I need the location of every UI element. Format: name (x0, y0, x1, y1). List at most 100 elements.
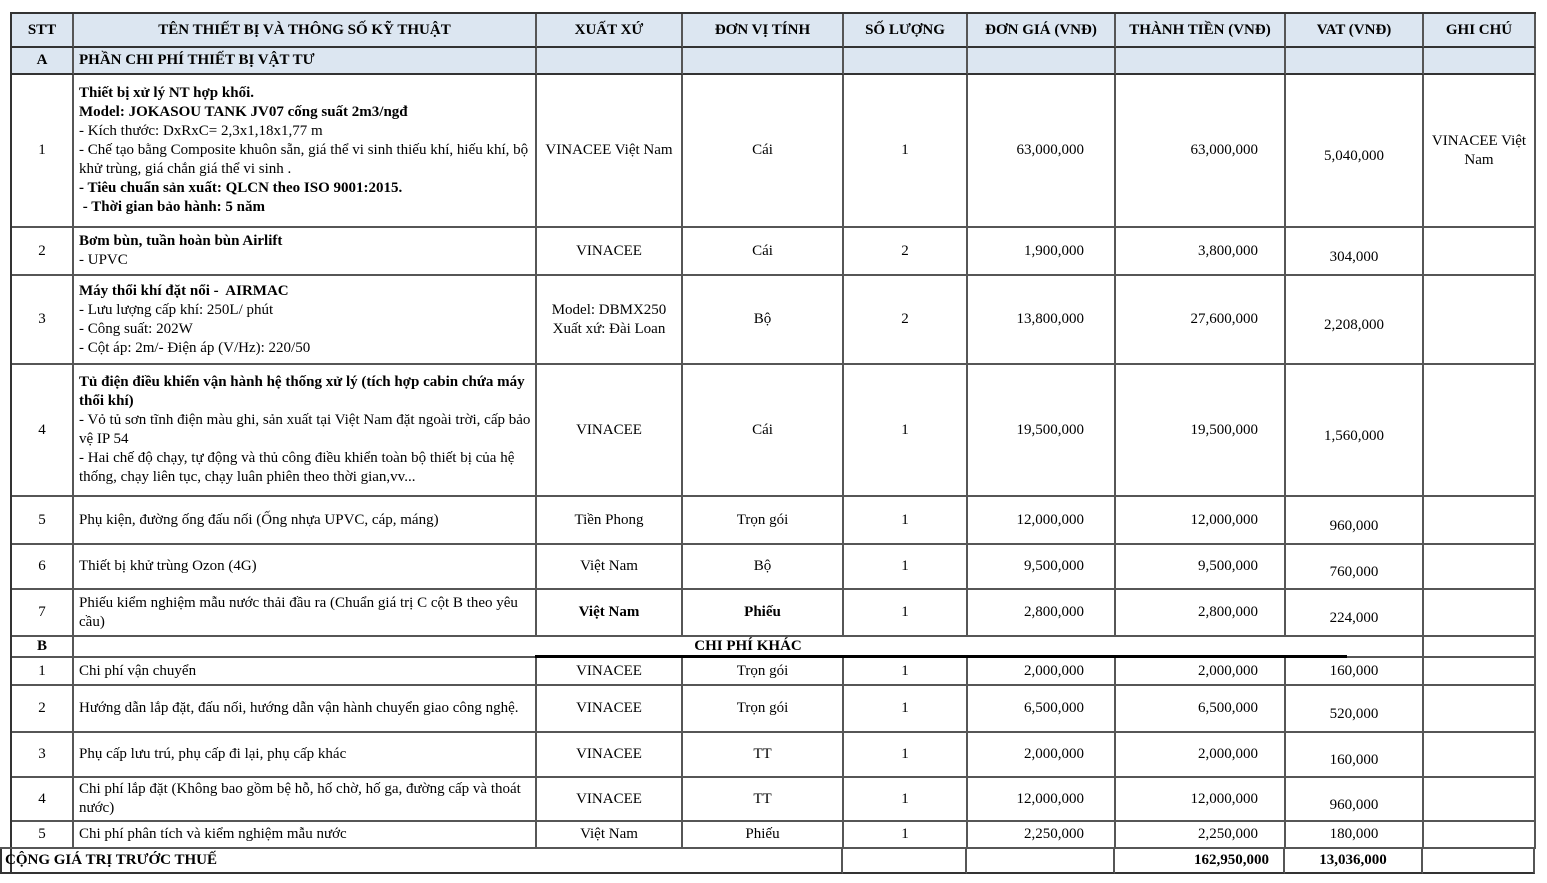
cell-unit[interactable]: TT (683, 733, 844, 778)
cell-stt[interactable]: 5 (12, 497, 74, 545)
cell-section-b-letter[interactable]: B (12, 637, 74, 658)
cell-origin[interactable]: VINACEE (537, 733, 683, 778)
cell-unit[interactable]: Trọn gói (683, 658, 844, 686)
cell-unit-price[interactable]: 2,000,000 (968, 733, 1116, 778)
cell-description[interactable]: Tủ điện điều khiển vận hành hệ thống xử … (74, 365, 537, 497)
cell-section-b-title[interactable]: CHI PHÍ KHÁC (74, 637, 1424, 658)
cell-section-a-title[interactable]: PHẦN CHI PHÍ THIẾT BỊ VẬT TƯ (74, 48, 537, 75)
cell-unit-price[interactable]: 9,500,000 (968, 545, 1116, 590)
cell-empty[interactable] (1424, 637, 1536, 658)
cell-origin[interactable]: VINACEE (537, 365, 683, 497)
cell-note[interactable] (1424, 365, 1536, 497)
cell-total-label[interactable]: CỘNG GIÁ TRỊ TRƯỚC THUẾ (0, 847, 843, 874)
cell-section-a-letter[interactable]: A (12, 48, 74, 75)
cell-note[interactable] (1424, 228, 1536, 276)
cell-empty[interactable] (1423, 849, 1535, 874)
cell-note[interactable]: VINACEE Việt Nam (1424, 75, 1536, 228)
cell-vat[interactable]: 960,000 (1286, 497, 1424, 545)
cell-origin[interactable]: Tiền Phong (537, 497, 683, 545)
cell-note[interactable] (1424, 822, 1536, 849)
cell-quantity[interactable]: 2 (844, 228, 968, 276)
cell-stt[interactable]: 3 (12, 733, 74, 778)
cell-unit[interactable]: Phiếu (683, 590, 844, 637)
cell-amount[interactable]: 6,500,000 (1116, 686, 1286, 733)
cell-unit[interactable]: TT (683, 778, 844, 822)
cell-note[interactable] (1424, 658, 1536, 686)
cell-empty[interactable] (844, 48, 968, 75)
cell-quantity[interactable]: 1 (844, 590, 968, 637)
cell-vat[interactable]: 760,000 (1286, 545, 1424, 590)
cell-unit[interactable]: Bộ (683, 276, 844, 365)
cell-total-vat[interactable]: 13,036,000 (1285, 849, 1423, 874)
cell-empty[interactable] (1424, 48, 1536, 75)
cell-origin[interactable]: Việt Nam (537, 822, 683, 849)
cell-stt[interactable]: 4 (12, 778, 74, 822)
header-cell-stt[interactable]: STT (12, 14, 74, 48)
cell-stt[interactable]: 6 (12, 545, 74, 590)
cell-description[interactable]: Hướng dẫn lắp đặt, đấu nối, hướng dẫn vậ… (74, 686, 537, 733)
cell-amount[interactable]: 12,000,000 (1116, 497, 1286, 545)
cell-origin[interactable]: Việt Nam (537, 590, 683, 637)
cell-vat[interactable]: 960,000 (1286, 778, 1424, 822)
cell-origin[interactable]: VINACEE (537, 228, 683, 276)
cell-unit-price[interactable]: 2,000,000 (968, 658, 1116, 686)
cell-unit[interactable]: Trọn gói (683, 497, 844, 545)
cell-vat[interactable]: 1,560,000 (1286, 365, 1424, 497)
cell-unit-price[interactable]: 2,800,000 (968, 590, 1116, 637)
header-cell-name[interactable]: TÊN THIẾT BỊ VÀ THÔNG SỐ KỸ THUẬT (74, 14, 537, 48)
cell-note[interactable] (1424, 778, 1536, 822)
cell-unit-price[interactable]: 13,800,000 (968, 276, 1116, 365)
cell-description[interactable]: Chi phí phân tích và kiểm nghiệm mẫu nướ… (74, 822, 537, 849)
cell-quantity[interactable]: 1 (844, 365, 968, 497)
cell-stt[interactable]: 2 (12, 686, 74, 733)
cell-quantity[interactable]: 2 (844, 276, 968, 365)
cell-unit[interactable]: Cái (683, 365, 844, 497)
cell-quantity[interactable]: 1 (844, 686, 968, 733)
cell-description[interactable]: Phụ kiện, đường ống đấu nối (Ống nhựa UP… (74, 497, 537, 545)
cell-vat[interactable]: 180,000 (1286, 822, 1424, 849)
cell-unit[interactable]: Cái (683, 75, 844, 228)
cell-quantity[interactable]: 1 (844, 733, 968, 778)
cell-note[interactable] (1424, 545, 1536, 590)
cell-unit-price[interactable]: 6,500,000 (968, 686, 1116, 733)
cell-empty[interactable] (1116, 48, 1286, 75)
cell-unit-price[interactable]: 2,250,000 (968, 822, 1116, 849)
cell-unit[interactable]: Phiếu (683, 822, 844, 849)
cell-stt[interactable]: 5 (12, 822, 74, 849)
cell-stt[interactable]: 1 (12, 658, 74, 686)
header-cell-vat[interactable]: VAT (VNĐ) (1286, 14, 1424, 48)
cell-note[interactable] (1424, 497, 1536, 545)
cell-description[interactable]: Phiếu kiểm nghiệm mẫu nước thải đầu ra (… (74, 590, 537, 637)
cell-stt[interactable]: 3 (12, 276, 74, 365)
cell-unit-price[interactable]: 12,000,000 (968, 778, 1116, 822)
cell-quantity[interactable]: 1 (844, 778, 968, 822)
cell-stt[interactable]: 4 (12, 365, 74, 497)
cell-amount[interactable]: 19,500,000 (1116, 365, 1286, 497)
cell-unit[interactable]: Trọn gói (683, 686, 844, 733)
cell-vat[interactable]: 160,000 (1286, 733, 1424, 778)
cell-vat[interactable]: 5,040,000 (1286, 75, 1424, 228)
cell-description[interactable]: Chi phí lắp đặt (Không bao gồm bệ hỗ, hố… (74, 778, 537, 822)
cell-vat[interactable]: 160,000 (1286, 658, 1424, 686)
cell-quantity[interactable]: 1 (844, 75, 968, 228)
header-cell-note[interactable]: GHI CHÚ (1424, 14, 1536, 48)
cell-description[interactable]: Thiết bị xử lý NT hợp khối. Model: JOKASO… (74, 75, 537, 228)
cell-quantity[interactable]: 1 (844, 822, 968, 849)
cell-amount[interactable]: 12,000,000 (1116, 778, 1286, 822)
cell-amount[interactable]: 2,250,000 (1116, 822, 1286, 849)
cell-stt[interactable]: 7 (12, 590, 74, 637)
cell-description[interactable]: Phụ cấp lưu trú, phụ cấp đi lại, phụ cấp… (74, 733, 537, 778)
cell-empty[interactable] (1286, 48, 1424, 75)
cell-origin[interactable]: VINACEE (537, 778, 683, 822)
cell-amount[interactable]: 27,600,000 (1116, 276, 1286, 365)
cell-description[interactable]: Máy thổi khí đặt nổi - AIRMAC - Lưu lượng… (74, 276, 537, 365)
cell-empty[interactable] (537, 48, 683, 75)
cell-note[interactable] (1424, 276, 1536, 365)
cell-vat[interactable]: 224,000 (1286, 590, 1424, 637)
cell-note[interactable] (1424, 733, 1536, 778)
header-cell-amount[interactable]: THÀNH TIỀN (VNĐ) (1116, 14, 1286, 48)
cell-quantity[interactable]: 1 (844, 658, 968, 686)
cell-origin[interactable]: VINACEE (537, 658, 683, 686)
cell-empty[interactable] (843, 849, 967, 874)
cell-unit-price[interactable]: 12,000,000 (968, 497, 1116, 545)
